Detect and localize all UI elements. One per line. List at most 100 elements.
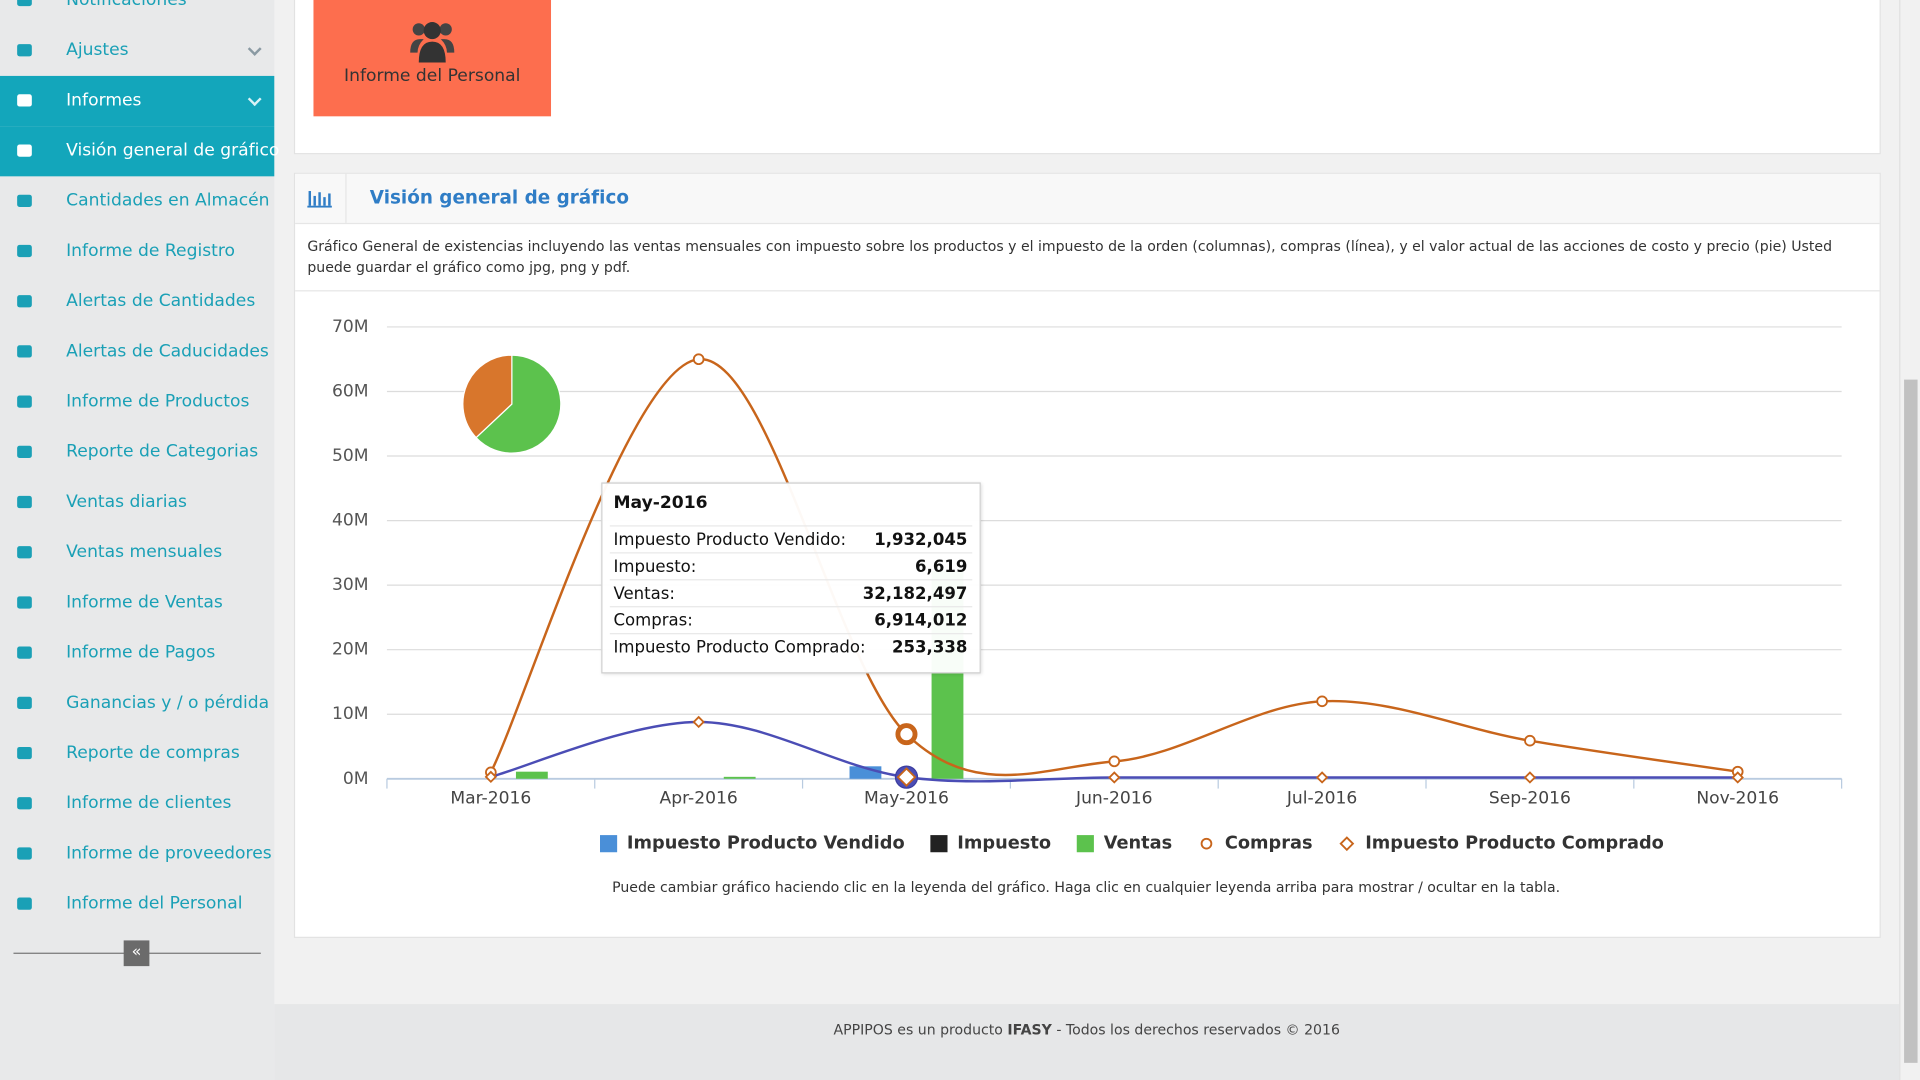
panel-description: Gráfico General de existencias incluyend… [307, 237, 1833, 276]
legend-swatch [600, 835, 618, 853]
bar-icon [307, 191, 332, 208]
nav-item[interactable]: Informe del Personal [0, 879, 274, 929]
legend-item[interactable]: Compras [1200, 834, 1313, 854]
x-tick-label: Jul-2016 [1286, 788, 1357, 808]
nav-item[interactable]: Informes [0, 75, 275, 127]
point [484, 770, 498, 784]
report-tile[interactable]: Informe del Personal [313, 0, 552, 117]
nav-item[interactable]: Ganancias y / o pérdida [0, 678, 274, 728]
x-tick-label: Jun-2016 [1075, 788, 1153, 808]
sidebar: « Notificaciones Ajustes Informes Visión ge… [0, 0, 279, 1080]
collapse-button[interactable]: « [123, 940, 150, 967]
tooltip-label: Compras: [613, 611, 693, 631]
nav-item[interactable]: Informe de Registro [0, 227, 274, 277]
scrollbar-thumb[interactable] [1904, 379, 1918, 1063]
tooltip-value: 253,338 [892, 637, 968, 658]
tooltip-value: 1,932,045 [874, 530, 968, 550]
tooltip-label: Impuesto: [613, 557, 697, 577]
nav-label: Reporte de compras [66, 743, 240, 763]
point [1731, 771, 1744, 784]
nav-item[interactable]: Reporte de Categorias [0, 427, 274, 477]
nav-label: Informe de Productos [66, 391, 250, 412]
nav-label: Informe de Pagos [66, 642, 216, 663]
nav-item[interactable]: Notificaciones [0, 0, 274, 26]
tooltip-value: 6,914,012 [874, 611, 968, 631]
pie-slice [462, 354, 513, 439]
chart-panel: Visión general de gráfico Gráfico Genera… [293, 172, 1881, 938]
tooltip-row: Ventas: 32,182,497 [609, 579, 973, 607]
nav-icon [17, 746, 32, 760]
legend-label: Impuesto Producto Comprado [1365, 834, 1664, 854]
point [896, 767, 917, 788]
x-tick-label: Nov-2016 [1696, 788, 1779, 808]
pie-slice [475, 354, 562, 454]
y-tick-label: 70M [332, 317, 369, 337]
nav-item[interactable]: Reporte de compras [0, 729, 274, 779]
nav-item[interactable]: Informe de proveedores [0, 829, 274, 879]
column [723, 776, 756, 779]
nav-item[interactable]: Ajustes [0, 26, 274, 76]
chart-note: Puede cambiar gráfico haciendo clic en l… [612, 880, 1560, 896]
legend-label: Impuesto [957, 834, 1051, 854]
nav-item[interactable]: Informe de clientes [0, 779, 274, 829]
chart: 0M 10M 20M 30M 40M 50M 60M 70M Mar-2016 Apr-2016 M… [332, 317, 1843, 896]
nav-icon [17, 495, 32, 509]
legend-item[interactable]: Impuesto [930, 834, 1051, 854]
nav-item[interactable]: Alertas de Cantidades [0, 277, 274, 327]
footer-brand: IFASY [1007, 1021, 1052, 1039]
nav-item[interactable]: Ventas mensuales [0, 528, 274, 578]
x-tick-label: Apr-2016 [660, 788, 738, 808]
nav-icon [17, 345, 32, 358]
nav-item[interactable]: Informe de Productos [0, 377, 274, 427]
nav-icon [17, 244, 32, 258]
y-tick-label: 20M [332, 640, 369, 660]
nav-icon [17, 646, 32, 659]
nav-label: Informes [66, 90, 142, 111]
point [1316, 695, 1328, 708]
y-tick-label: 0M [343, 769, 369, 789]
legend-item[interactable]: Ventas [1076, 834, 1172, 854]
nav-item[interactable]: Informe de Pagos [0, 628, 274, 678]
divider [295, 290, 1880, 292]
people-icon [410, 22, 455, 63]
nav-icon [17, 144, 32, 157]
nav-label: Informe de Ventas [66, 592, 223, 613]
nav-icon [17, 94, 32, 107]
legend-swatch [1076, 835, 1094, 853]
nav-label: Cantidades en Almacén [66, 191, 270, 211]
legend-item[interactable]: Impuesto Producto Comprado [1339, 834, 1664, 854]
footer-prefix: APPIPOS es un producto [833, 1021, 1003, 1039]
panel-icon [295, 173, 347, 223]
panel-header: Visión general de gráfico [295, 173, 1880, 225]
y-tick-label: 60M [332, 381, 369, 401]
legend-swatch [930, 835, 948, 853]
point [692, 715, 705, 729]
nav-icon [17, 445, 32, 458]
point [1108, 755, 1121, 768]
nav-label: Notificaciones [66, 0, 187, 10]
nav-item[interactable]: Alertas de Caducidades [0, 327, 274, 377]
point [895, 723, 918, 746]
panel-title: Visión general de gráfico [369, 186, 629, 209]
point [1524, 734, 1536, 747]
nav-icon [17, 194, 32, 207]
point [692, 353, 705, 366]
nav-icon [17, 696, 32, 709]
nav-icon [17, 395, 32, 408]
tooltip-label: Impuesto Producto Comprado: [613, 637, 866, 658]
nav-label: Alertas de Cantidades [66, 291, 256, 312]
nav-label: Informe del Personal [66, 893, 243, 914]
legend-item[interactable]: Impuesto Producto Vendido [600, 834, 905, 854]
nav-icon [17, 44, 32, 57]
chevron [247, 92, 262, 107]
nav-item[interactable]: Visión general de gráfico [0, 126, 279, 177]
nav-label: Reporte de Categorias [66, 442, 259, 462]
nav-icon [17, 847, 32, 860]
nav-item[interactable]: Informe de Ventas [0, 578, 274, 628]
top-card: Informe del Personal [293, 0, 1881, 155]
nav-item[interactable]: Ventas diarias [0, 478, 274, 528]
point [1108, 771, 1121, 784]
tooltip-label: Impuesto Producto Vendido: [613, 530, 847, 550]
nav-item[interactable]: Cantidades en Almacén [0, 176, 274, 226]
